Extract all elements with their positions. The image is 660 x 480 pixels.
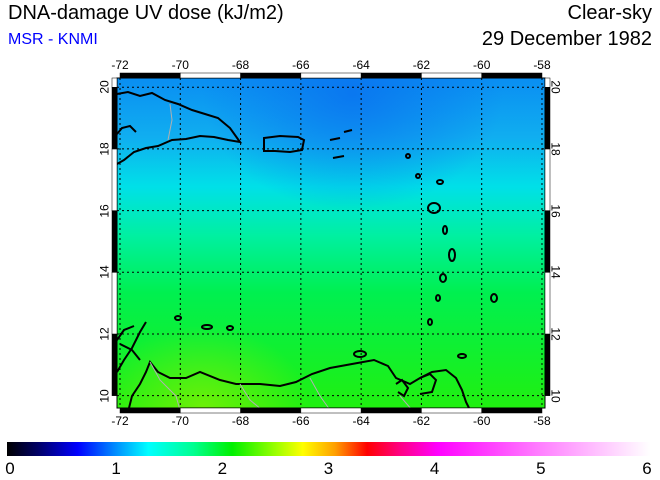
scale-bar-segment <box>360 72 422 79</box>
border-haiti-dr <box>167 103 173 141</box>
credit-label: MSR - KNMI <box>8 31 98 48</box>
lon-tick-bottom: -70 <box>171 414 189 428</box>
island-aruba <box>174 315 182 321</box>
colorbar-label: 5 <box>536 459 546 478</box>
lon-tick-top: -64 <box>352 58 370 72</box>
figure-title: DNA-damage UV dose (kJ/m2) <box>8 2 284 24</box>
lon-tick-top: -62 <box>412 58 431 72</box>
island-st-martin <box>405 153 411 159</box>
lon-tick-bottom: -64 <box>352 414 370 428</box>
scale-bar-segment <box>544 77 551 88</box>
border-colombia-venezuela <box>149 361 413 411</box>
scale-bar-segment <box>360 407 422 414</box>
coastlines <box>116 90 498 413</box>
scale-bar-segment <box>111 333 118 396</box>
coast-trinidad <box>419 372 438 395</box>
island-st-vincent <box>435 294 441 302</box>
lat-tick-left: 16 <box>97 203 112 218</box>
scale-bar-segment <box>111 87 118 150</box>
island-martinique <box>448 248 456 262</box>
scale-bar-segment <box>300 407 362 414</box>
borders <box>149 103 413 411</box>
coast-gulf-venezuela <box>116 325 141 361</box>
scale-bar-segment <box>240 72 302 79</box>
lat-tick-right: 10 <box>548 388 563 403</box>
scale-bar-segment <box>544 272 551 335</box>
scale-bar-segment <box>421 407 482 414</box>
scale-bar-segment <box>481 72 543 79</box>
island-curacao <box>201 324 213 330</box>
coast-virgin-islands <box>329 129 353 159</box>
island-guadeloupe <box>427 202 441 214</box>
island-tobago <box>457 353 467 359</box>
lon-tick-bottom: -62 <box>412 414 431 428</box>
scale-bar-segment <box>240 407 302 414</box>
scale-bar-segment <box>119 72 181 79</box>
lon-tick-bottom: -60 <box>473 414 491 428</box>
island-margarita <box>353 350 367 358</box>
graticule <box>117 78 545 408</box>
map-panel <box>111 72 551 414</box>
coast-haiti-north <box>116 124 137 135</box>
lon-tick-top: -58 <box>533 58 551 72</box>
lon-tick-bottom: -66 <box>292 414 310 428</box>
lon-tick-top: -60 <box>473 58 491 72</box>
island-antigua <box>436 179 444 185</box>
lat-tick-left: 12 <box>97 327 112 341</box>
lon-tick-top: -66 <box>292 58 310 72</box>
lat-tick-right: 12 <box>548 327 563 341</box>
coast-hispaniola <box>116 90 243 165</box>
date-label: 29 December 1982 <box>481 28 652 50</box>
scale-bar-segment <box>180 407 241 414</box>
scale-bar-segment <box>300 72 362 79</box>
colorbar-label: 0 <box>5 459 15 478</box>
scale-bar-segment <box>481 407 543 414</box>
scale-bar-segment <box>119 407 181 414</box>
colorbar-label: 2 <box>217 459 228 478</box>
scale-bar-segment <box>111 272 118 335</box>
lon-tick-top: -70 <box>171 58 189 72</box>
colorbar-label: 1 <box>111 459 121 478</box>
lat-tick-left: 20 <box>97 80 112 94</box>
lon-tick-top: -68 <box>231 58 250 72</box>
lat-tick-left: 14 <box>97 265 112 279</box>
island-grenada <box>427 318 433 326</box>
colorbar-label: 3 <box>323 459 334 478</box>
scale-bar-segment <box>544 210 551 273</box>
coast-puerto-rico <box>263 134 306 154</box>
lat-tick-right: 18 <box>548 142 563 156</box>
lon-tick-bottom: -72 <box>111 414 129 428</box>
island-dominica <box>442 225 448 235</box>
scale-bar-segment <box>111 210 118 273</box>
island-st-kitts <box>415 173 421 179</box>
island-barbados <box>490 293 498 303</box>
lon-tick-top: -72 <box>111 58 129 72</box>
lat-tick-left: 10 <box>97 388 112 403</box>
scale-bar-segment <box>180 72 241 79</box>
frame-scale-bars <box>111 72 551 414</box>
coast-venezuela <box>116 321 471 413</box>
lat-tick-left: 18 <box>97 142 112 156</box>
lon-tick-bottom: -58 <box>533 414 551 428</box>
lat-tick-right: 20 <box>548 80 563 94</box>
coast-gulf-paria <box>395 378 410 398</box>
scale-bar-segment <box>111 148 118 211</box>
lat-tick-right: 14 <box>548 265 563 279</box>
island-st-lucia <box>439 273 447 283</box>
colorbar-label: 4 <box>429 459 440 478</box>
scale-bar-segment <box>544 148 551 211</box>
scale-bar-segment <box>111 77 118 88</box>
uv-field-high <box>117 78 545 408</box>
scale-bar-segment <box>544 333 551 396</box>
scale-bar-segment <box>421 72 482 79</box>
colorbar <box>7 442 650 456</box>
colorbar-label: 6 <box>642 459 652 478</box>
lon-tick-bottom: -68 <box>231 414 250 428</box>
sky-condition-label: Clear-sky <box>567 2 652 24</box>
island-bonaire <box>226 325 234 331</box>
scale-bar-segment <box>544 87 551 150</box>
lat-tick-right: 16 <box>548 203 563 218</box>
